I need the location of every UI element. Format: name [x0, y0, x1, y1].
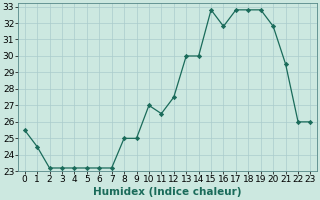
X-axis label: Humidex (Indice chaleur): Humidex (Indice chaleur)	[93, 187, 242, 197]
